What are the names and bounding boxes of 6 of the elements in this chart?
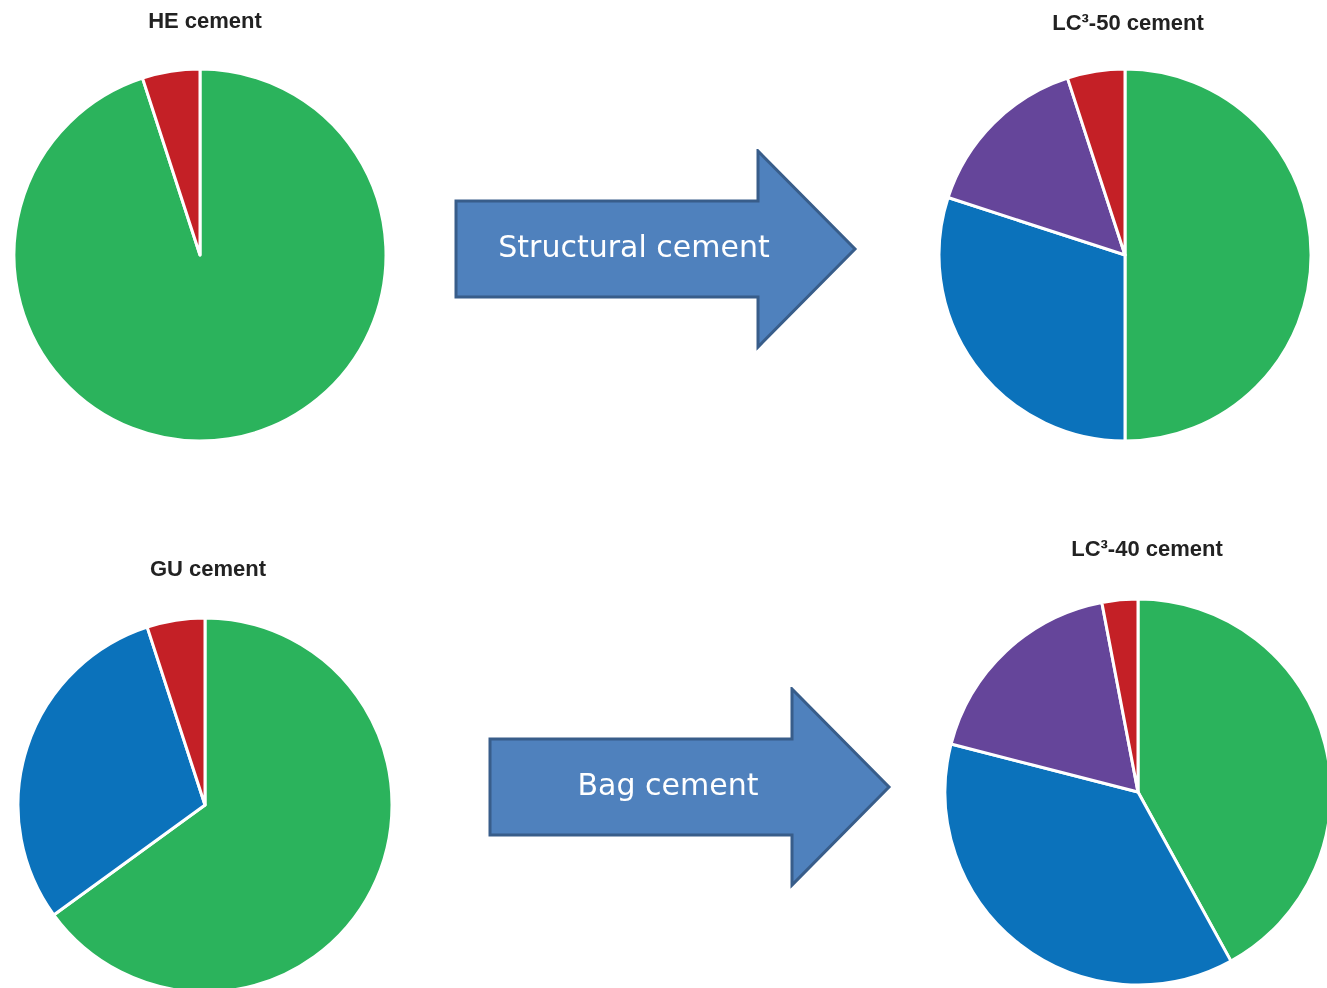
chart-title: LC³-40 cement xyxy=(1071,535,1224,561)
chart-title: HE cement xyxy=(148,7,263,33)
chart-title: GU cement xyxy=(149,555,267,581)
text: Bag cement xyxy=(576,767,760,802)
chart-title: LC³-50 cement xyxy=(1052,9,1205,35)
text: Structural cement xyxy=(497,229,771,264)
